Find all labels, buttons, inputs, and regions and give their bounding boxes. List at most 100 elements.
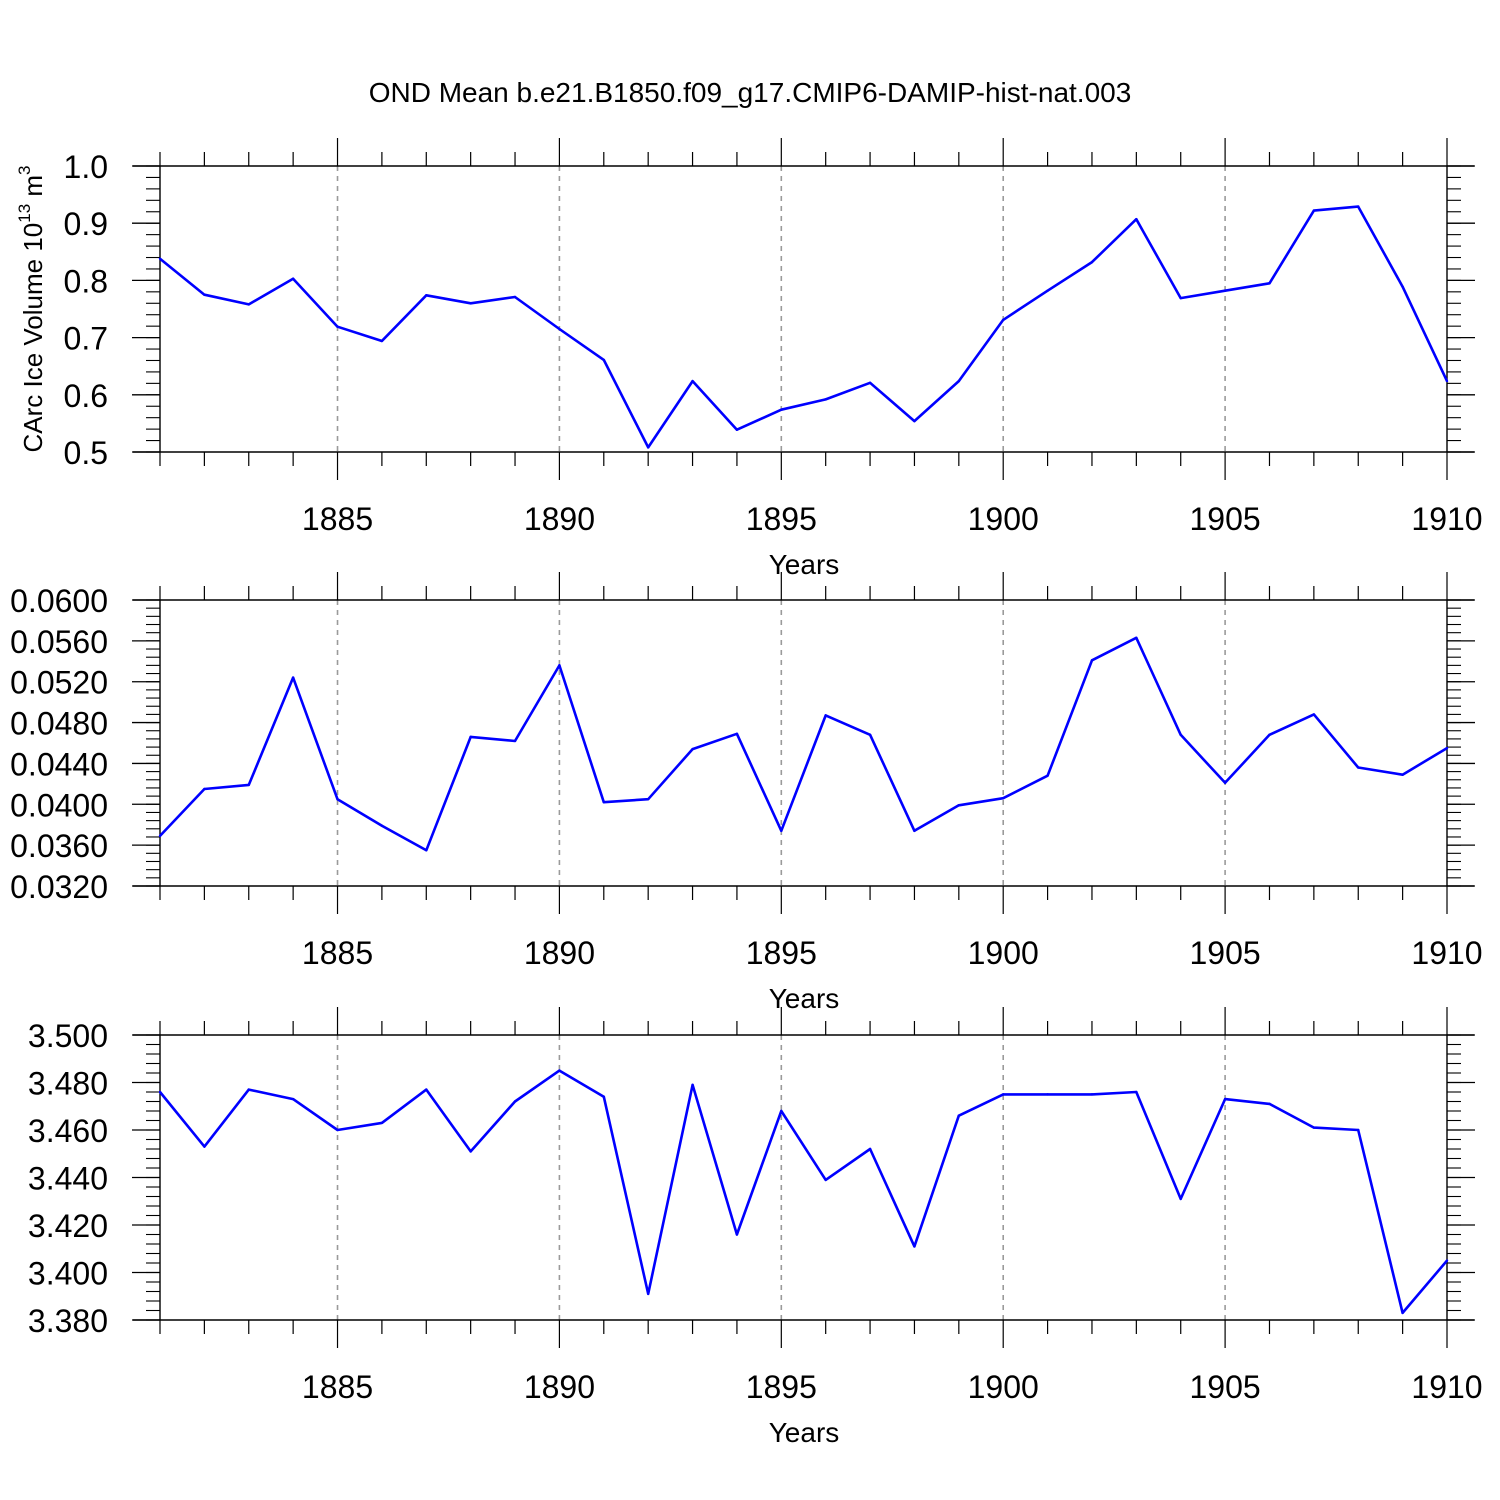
data-point <box>469 302 472 305</box>
data-point <box>158 1090 162 1094</box>
data-point <box>602 358 605 362</box>
data-point <box>735 732 739 736</box>
y-tick-label: 0.8 <box>64 263 108 299</box>
x-tick-label: 1885 <box>302 935 373 971</box>
data-point <box>913 419 916 423</box>
data-point <box>957 804 961 807</box>
data-point <box>558 664 561 667</box>
x-axis-label: Years <box>769 549 840 580</box>
y-axis-label: CArc Ice Volume 1013 m3 <box>15 165 48 452</box>
data-point <box>602 1095 605 1098</box>
y-tick-label: 0.0520 <box>10 665 108 701</box>
data-point <box>1135 636 1138 639</box>
data-point <box>1090 260 1094 264</box>
data-point <box>247 783 250 787</box>
x-tick-label: 1900 <box>968 935 1039 971</box>
data-point <box>913 829 916 833</box>
data-point <box>336 797 339 801</box>
y-tick-label: 3.480 <box>28 1066 108 1102</box>
data-point <box>1312 713 1316 716</box>
data-point <box>247 303 250 306</box>
y-tick-label: 0.0560 <box>10 624 108 660</box>
y-axis-label-unit: m <box>18 175 48 204</box>
data-point <box>1135 217 1138 221</box>
data-point <box>1401 1311 1404 1315</box>
data-point <box>646 446 650 449</box>
data-point <box>868 733 872 737</box>
data-point <box>291 676 295 679</box>
data-point <box>1268 282 1271 285</box>
data-point <box>1268 1102 1271 1106</box>
y-tick-label: 0.7 <box>64 321 108 357</box>
y-tick-label: 3.400 <box>28 1256 108 1292</box>
data-point <box>1445 379 1449 383</box>
data-point <box>1135 1090 1138 1094</box>
data-point <box>824 398 827 401</box>
y-tick-label: 3.380 <box>28 1303 108 1339</box>
data-point <box>780 829 783 833</box>
panel-3: 1885 1890 1895 1900 1905 1910 Years 3.380 3.400 3… <box>28 1007 1483 1448</box>
x-tick-label: 1890 <box>524 935 595 971</box>
x-tick-label: 1905 <box>1190 501 1261 537</box>
data-point <box>646 1292 650 1296</box>
data-point <box>203 293 206 296</box>
y-tick-label: 3.460 <box>28 1113 108 1149</box>
panel-2: 1885 1890 1895 1900 1905 1910 Years 0.0320 0.036… <box>10 572 1483 1014</box>
data-point <box>291 1097 295 1101</box>
data-point <box>425 849 428 852</box>
data-point <box>513 1100 517 1103</box>
data-point <box>1445 1259 1449 1262</box>
data-point <box>513 739 517 743</box>
data-point <box>203 1145 206 1148</box>
data-point <box>1357 766 1360 769</box>
data-point <box>1357 1128 1360 1132</box>
data-point <box>868 1147 872 1151</box>
data-point <box>513 295 517 299</box>
y-tick-label: 0.0360 <box>10 828 108 864</box>
y-tick-label: 3.440 <box>28 1161 108 1197</box>
data-point <box>158 834 162 838</box>
data-point <box>1090 1093 1094 1096</box>
data-point <box>602 801 605 804</box>
data-point <box>1312 209 1316 212</box>
data-point <box>1002 1093 1005 1096</box>
data-point <box>913 1245 916 1248</box>
x-tick-label: 1910 <box>1411 1369 1482 1405</box>
x-tick-label: 1885 <box>302 1369 373 1405</box>
data-point <box>1223 1097 1227 1101</box>
data-point <box>469 1150 472 1153</box>
data-point <box>1002 796 1005 800</box>
x-tick-label: 1895 <box>746 1369 817 1405</box>
data-point <box>1223 781 1227 785</box>
data-point <box>291 277 295 280</box>
y-axis-label-exponent: 13 <box>15 204 34 223</box>
x-axis-label: Years <box>769 983 840 1014</box>
data-point <box>425 294 428 297</box>
data-point <box>1401 773 1404 776</box>
data-point <box>1090 659 1094 662</box>
data-point <box>1046 774 1049 777</box>
x-tick-label: 1890 <box>524 501 595 537</box>
data-point <box>691 1083 694 1087</box>
y-tick-label: 0.0480 <box>10 706 108 742</box>
x-tick-label: 1900 <box>968 1369 1039 1405</box>
data-point <box>1002 318 1005 322</box>
data-point <box>336 1128 339 1132</box>
data-point <box>1046 289 1049 292</box>
data-point <box>1179 296 1182 300</box>
data-point <box>336 325 339 328</box>
data-point <box>1312 1126 1316 1129</box>
y-axis-label-unit-exponent: 3 <box>15 165 34 174</box>
x-tick-label: 1890 <box>524 1369 595 1405</box>
data-point <box>380 339 384 343</box>
data-point <box>780 1109 783 1113</box>
data-point <box>1046 1093 1049 1096</box>
data-point <box>735 428 739 431</box>
data-point <box>469 735 472 739</box>
data-point <box>957 1114 961 1117</box>
data-point <box>558 327 561 331</box>
series-line <box>159 205 1449 449</box>
data-point <box>1223 289 1227 292</box>
x-tick-label: 1905 <box>1190 1369 1261 1405</box>
